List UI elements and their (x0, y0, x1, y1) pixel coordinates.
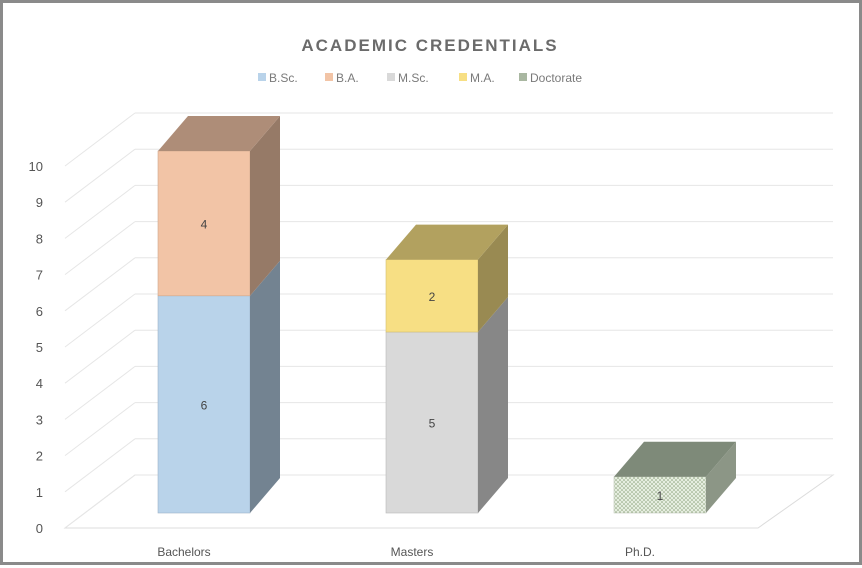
bar-segment (613, 476, 707, 514)
y-tick-label: 4 (36, 376, 43, 391)
y-tick-label: 9 (36, 195, 43, 210)
legend-item: B.Sc. (258, 71, 298, 85)
y-tick-label: 7 (36, 268, 43, 283)
legend-label: B.A. (336, 71, 359, 85)
x-tick-label: Bachelors (157, 545, 210, 559)
bar-segment-side (250, 116, 280, 296)
legend-label: M.Sc. (398, 71, 429, 85)
legend-swatch (387, 73, 395, 81)
legend-item: M.A. (459, 71, 495, 85)
y-tick-label: 6 (36, 304, 43, 319)
bar-segment-side (250, 260, 280, 513)
gridline-depth-7 (64, 221, 136, 275)
legend-swatch (459, 73, 467, 81)
legend-item: B.A. (325, 71, 359, 85)
chart-title: ACADEMIC CREDENTIALS (301, 36, 558, 55)
legend-label: B.Sc. (269, 71, 298, 85)
x-tick-label: Masters (391, 545, 434, 559)
gridline-depth-5 (64, 293, 136, 348)
legend-item: M.Sc. (387, 71, 429, 85)
gridline-depth-2 (64, 402, 136, 456)
bar-segment-top (386, 224, 508, 260)
academic-credentials-chart: ACADEMIC CREDENTIALS B.Sc. B.A. M.Sc. M.A. D… (29, 36, 835, 559)
x-axis-labels: Bachelors Masters Ph.D. (157, 545, 655, 559)
bar-segment-top (158, 116, 280, 151)
legend-label: M.A. (470, 71, 495, 85)
y-tick-label: 0 (36, 521, 43, 536)
y-tick-label: 1 (36, 485, 43, 500)
bar-segment-group: 1 (613, 441, 736, 514)
legend-item: Doctorate (519, 71, 582, 85)
data-label: 4 (201, 217, 208, 231)
bar-segment-side (478, 224, 508, 332)
gridline-depth-3 (64, 366, 136, 420)
y-tick-label: 5 (36, 340, 43, 355)
bar-segment (157, 295, 251, 514)
data-label: 1 (657, 489, 664, 503)
gridline-depth-6 (64, 257, 136, 312)
legend-label: Doctorate (530, 71, 582, 85)
gridline-depth-1 (64, 438, 136, 493)
legend-swatch (325, 73, 333, 81)
y-axis-ticks: 0 1 2 3 4 5 6 7 8 9 10 (29, 159, 43, 536)
gridline-depth-9 (64, 148, 136, 203)
legend-swatch (519, 73, 527, 81)
bar-segment-side (706, 441, 736, 513)
bar-segment-top (614, 441, 736, 477)
bar-segment-group: 6 (157, 260, 280, 514)
data-label: 2 (429, 290, 436, 304)
legend: B.Sc. B.A. M.Sc. M.A. Doctorate (258, 71, 582, 85)
gridline-depth-8 (64, 185, 136, 239)
bars: 6 4 5 2 1 (157, 116, 736, 514)
y-tick-label: 3 (36, 412, 43, 427)
bar-segment-group: 2 (385, 224, 508, 333)
bar-segment-side (478, 297, 508, 513)
bar-segment (157, 150, 251, 297)
gridline-depth-0 (64, 474, 136, 529)
y-tick-label: 2 (36, 449, 43, 464)
gridline-depth-4 (64, 329, 136, 384)
legend-swatch (258, 73, 266, 81)
y-tick-label: 8 (36, 231, 43, 246)
x-tick-label: Ph.D. (625, 545, 655, 559)
bar-segment-group: 4 (157, 116, 280, 297)
data-label: 5 (429, 417, 436, 431)
gridline-depth-10 (64, 112, 136, 167)
data-label: 6 (201, 398, 208, 412)
y-tick-label: 10 (29, 159, 43, 174)
